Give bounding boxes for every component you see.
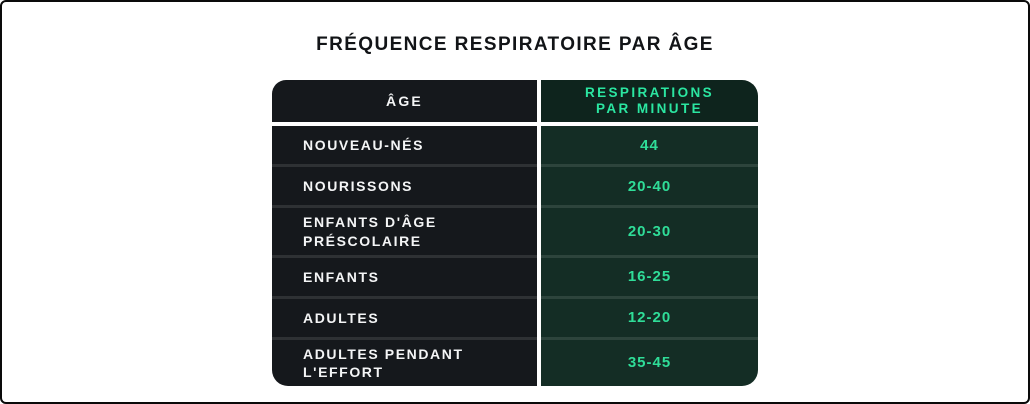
- age-cell: ENFANTS D'ÂGE PRÉSCOLAIRE: [272, 205, 537, 255]
- table-body: NOUVEAU-NÉS 44 NOURISSONS 20-40 ENFANTS …: [272, 126, 758, 387]
- age-cell: ADULTES PENDANT L'EFFORT: [272, 336, 537, 387]
- table-row: ENFANTS D'ÂGE PRÉSCOLAIRE 20-30: [272, 205, 758, 255]
- value-cell: 16-25: [541, 254, 758, 296]
- table-row: ENFANTS 16-25: [272, 254, 758, 296]
- table-row: NOURISSONS 20-40: [272, 164, 758, 206]
- age-column-header: ÂGE: [272, 80, 537, 123]
- age-cell: NOURISSONS: [272, 164, 537, 206]
- value-cell: 12-20: [541, 295, 758, 337]
- value-cell: 44: [541, 126, 758, 165]
- table-row: ADULTES PENDANT L'EFFORT 35-45: [272, 336, 758, 387]
- table-row: NOUVEAU-NÉS 44: [272, 126, 758, 165]
- value-cell: 20-30: [541, 205, 758, 255]
- age-cell: ADULTES: [272, 295, 537, 337]
- respiratory-rate-table: ÂGE RESPIRATIONS PAR MINUTE NOUVEAU-NÉS …: [272, 80, 758, 387]
- value-column-header-line2: PAR MINUTE: [596, 101, 703, 117]
- table-header-row: ÂGE RESPIRATIONS PAR MINUTE: [272, 80, 758, 123]
- value-column-header-line1: RESPIRATIONS: [584, 85, 715, 100]
- value-cell: 20-40: [541, 164, 758, 206]
- table-row: ADULTES 12-20: [272, 295, 758, 337]
- page-title: FRÉQUENCE RESPIRATOIRE PAR ÂGE: [316, 34, 714, 55]
- value-cell: 35-45: [541, 336, 758, 387]
- age-cell: NOUVEAU-NÉS: [272, 126, 537, 165]
- age-cell: ENFANTS: [272, 254, 537, 296]
- value-column-header: RESPIRATIONS PAR MINUTE: [541, 80, 758, 123]
